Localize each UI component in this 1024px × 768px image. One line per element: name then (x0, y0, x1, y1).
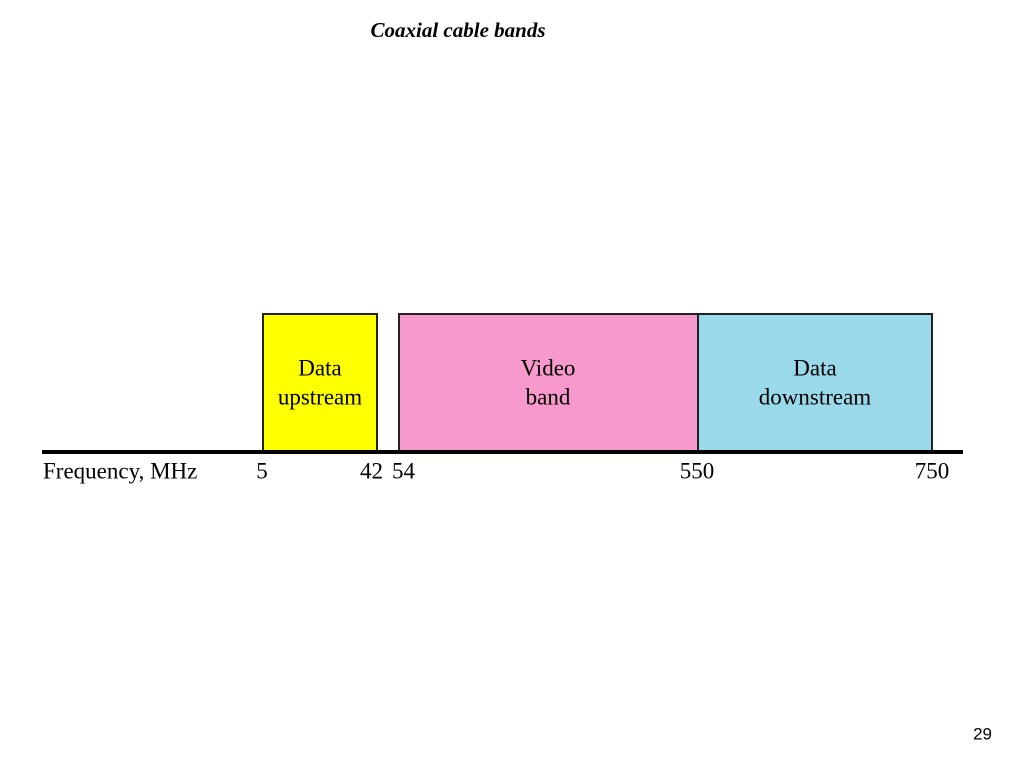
band-label: Video (521, 355, 576, 380)
band-box (398, 313, 699, 453)
band-box (697, 313, 933, 453)
frequency-label: 550 (680, 458, 715, 483)
band-label: downstream (759, 384, 872, 409)
frequency-label: 5 (256, 458, 268, 483)
slide-title: Coaxial cable bands (370, 18, 545, 42)
frequency-label: 42 (360, 458, 383, 483)
band-label: Data (298, 355, 341, 380)
page-number: 29 (973, 724, 992, 743)
axis-label: Frequency, MHz (43, 458, 197, 483)
band-label: Data (793, 355, 836, 380)
frequency-label: 54 (392, 458, 416, 483)
band-label: band (526, 384, 571, 409)
frequency-label: 750 (915, 458, 950, 483)
band-box (262, 313, 378, 453)
band-label: upstream (278, 384, 362, 409)
